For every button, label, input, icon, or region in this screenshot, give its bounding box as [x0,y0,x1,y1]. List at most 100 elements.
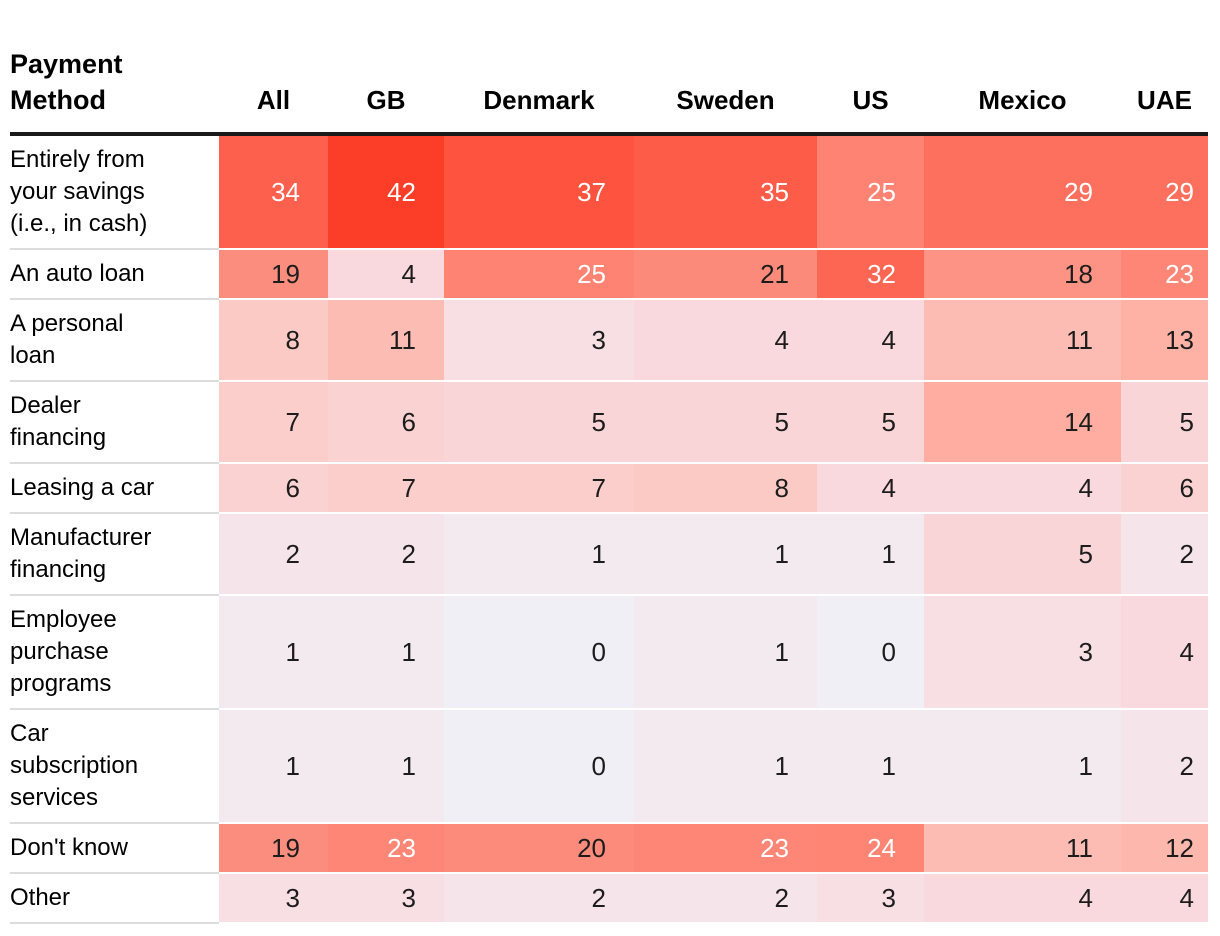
table-row: Car subscription services 1 1 0 1 1 1 2 [10,709,1208,824]
row-label: Car subscription services [10,709,219,824]
heatmap-cell: 2 [328,513,444,596]
heatmap-cell: 29 [1121,134,1208,250]
heatmap-cell: 11 [924,299,1121,382]
heatmap-cell: 2 [444,873,634,924]
heatmap-cell: 19 [219,249,328,300]
heatmap-cell: 4 [817,463,924,514]
heatmap-cell: 1 [444,513,634,596]
heatmap-cell: 13 [1121,299,1208,382]
heatmap-cell: 0 [444,709,634,824]
heatmap-cell: 4 [924,463,1121,514]
heatmap-cell: 6 [328,381,444,464]
heatmap-cell: 1 [817,709,924,824]
row-label: Other [10,873,219,924]
header-row: Payment Method All GB Denmark Sweden US Mexico… [10,46,1208,136]
table-row: Leasing a car 6 7 7 8 4 4 6 [10,463,1208,514]
row-label-header: Payment Method [10,46,219,136]
heatmap-cell: 11 [924,823,1121,874]
table-row: Employee purchase programs 1 1 0 1 0 3 4 [10,595,1208,710]
heatmap-cell: 1 [328,709,444,824]
heatmap-cell: 5 [634,381,817,464]
heatmap-cell: 14 [924,381,1121,464]
heatmap-cell: 6 [219,463,328,514]
heatmap-cell: 5 [924,513,1121,596]
column-header-mexico: Mexico [924,46,1121,136]
table-row: Other 3 3 2 2 3 4 4 [10,873,1208,924]
heatmap-cell: 12 [1121,823,1208,874]
heatmap-cell: 0 [817,595,924,710]
heatmap-cell: 21 [634,249,817,300]
heatmap-cell: 3 [328,873,444,924]
column-header-denmark: Denmark [444,46,634,136]
column-header-all: All [219,46,328,136]
table-row: Dealer financing 7 6 5 5 5 14 5 [10,381,1208,464]
heatmap-cell: 3 [817,873,924,924]
heatmap-cell: 2 [1121,513,1208,596]
row-label: An auto loan [10,249,219,300]
heatmap-cell: 25 [817,134,924,250]
table-body: Entirely from your savings (i.e., in cas… [10,134,1208,924]
heatmap-cell: 4 [1121,873,1208,924]
heatmap-cell: 23 [634,823,817,874]
row-label: Leasing a car [10,463,219,514]
heatmap-cell: 5 [444,381,634,464]
heatmap-cell: 4 [817,299,924,382]
row-label: Manufacturer financing [10,513,219,596]
heatmap-cell: 1 [817,513,924,596]
heatmap-cell: 23 [328,823,444,874]
table-row: An auto loan 19 4 25 21 32 18 23 [10,249,1208,300]
heatmap-cell: 37 [444,134,634,250]
heatmap-cell: 24 [817,823,924,874]
heatmap-cell: 1 [219,595,328,710]
heatmap-cell: 2 [634,873,817,924]
column-header-sweden: Sweden [634,46,817,136]
heatmap-cell: 0 [444,595,634,710]
heatmap-cell: 5 [817,381,924,464]
heatmap-cell: 35 [634,134,817,250]
heatmap-cell: 7 [444,463,634,514]
heatmap-cell: 18 [924,249,1121,300]
heatmap-cell: 4 [924,873,1121,924]
heatmap-cell: 23 [1121,249,1208,300]
row-label: Don't know [10,823,219,874]
heatmap-cell: 7 [219,381,328,464]
row-label: Entirely from your savings (i.e., in cas… [10,134,219,250]
heatmap-cell: 6 [1121,463,1208,514]
heatmap-cell: 4 [634,299,817,382]
heatmap-cell: 2 [219,513,328,596]
heatmap-cell: 4 [328,249,444,300]
column-header-us: US [817,46,924,136]
heatmap-cell: 11 [328,299,444,382]
heatmap-cell: 3 [444,299,634,382]
table-row: Entirely from your savings (i.e., in cas… [10,134,1208,250]
payment-method-heatmap-table: Payment Method All GB Denmark Sweden US Mexico… [10,46,1208,924]
heatmap-cell: 2 [1121,709,1208,824]
heatmap-cell: 1 [634,595,817,710]
table-header: Payment Method All GB Denmark Sweden US Mexico… [10,46,1208,136]
heatmap-cell: 19 [219,823,328,874]
heatmap-cell: 1 [924,709,1121,824]
heatmap-cell: 1 [634,709,817,824]
column-header-uae: UAE [1121,46,1208,136]
heatmap-cell: 5 [1121,381,1208,464]
heatmap-cell: 1 [634,513,817,596]
heatmap-cell: 4 [1121,595,1208,710]
heatmap-cell: 25 [444,249,634,300]
heatmap-cell: 3 [219,873,328,924]
table-row: Manufacturer financing 2 2 1 1 1 5 2 [10,513,1208,596]
heatmap-cell: 8 [219,299,328,382]
heatmap-cell: 8 [634,463,817,514]
heatmap-cell: 1 [328,595,444,710]
row-label: Dealer financing [10,381,219,464]
heatmap-cell: 3 [924,595,1121,710]
heatmap-cell: 32 [817,249,924,300]
heatmap-cell: 20 [444,823,634,874]
table-row: Don't know 19 23 20 23 24 11 12 [10,823,1208,874]
heatmap-cell: 1 [219,709,328,824]
table-row: A personal loan 8 11 3 4 4 11 13 [10,299,1208,382]
row-label: Employee purchase programs [10,595,219,710]
heatmap-cell: 29 [924,134,1121,250]
heatmap-cell: 34 [219,134,328,250]
